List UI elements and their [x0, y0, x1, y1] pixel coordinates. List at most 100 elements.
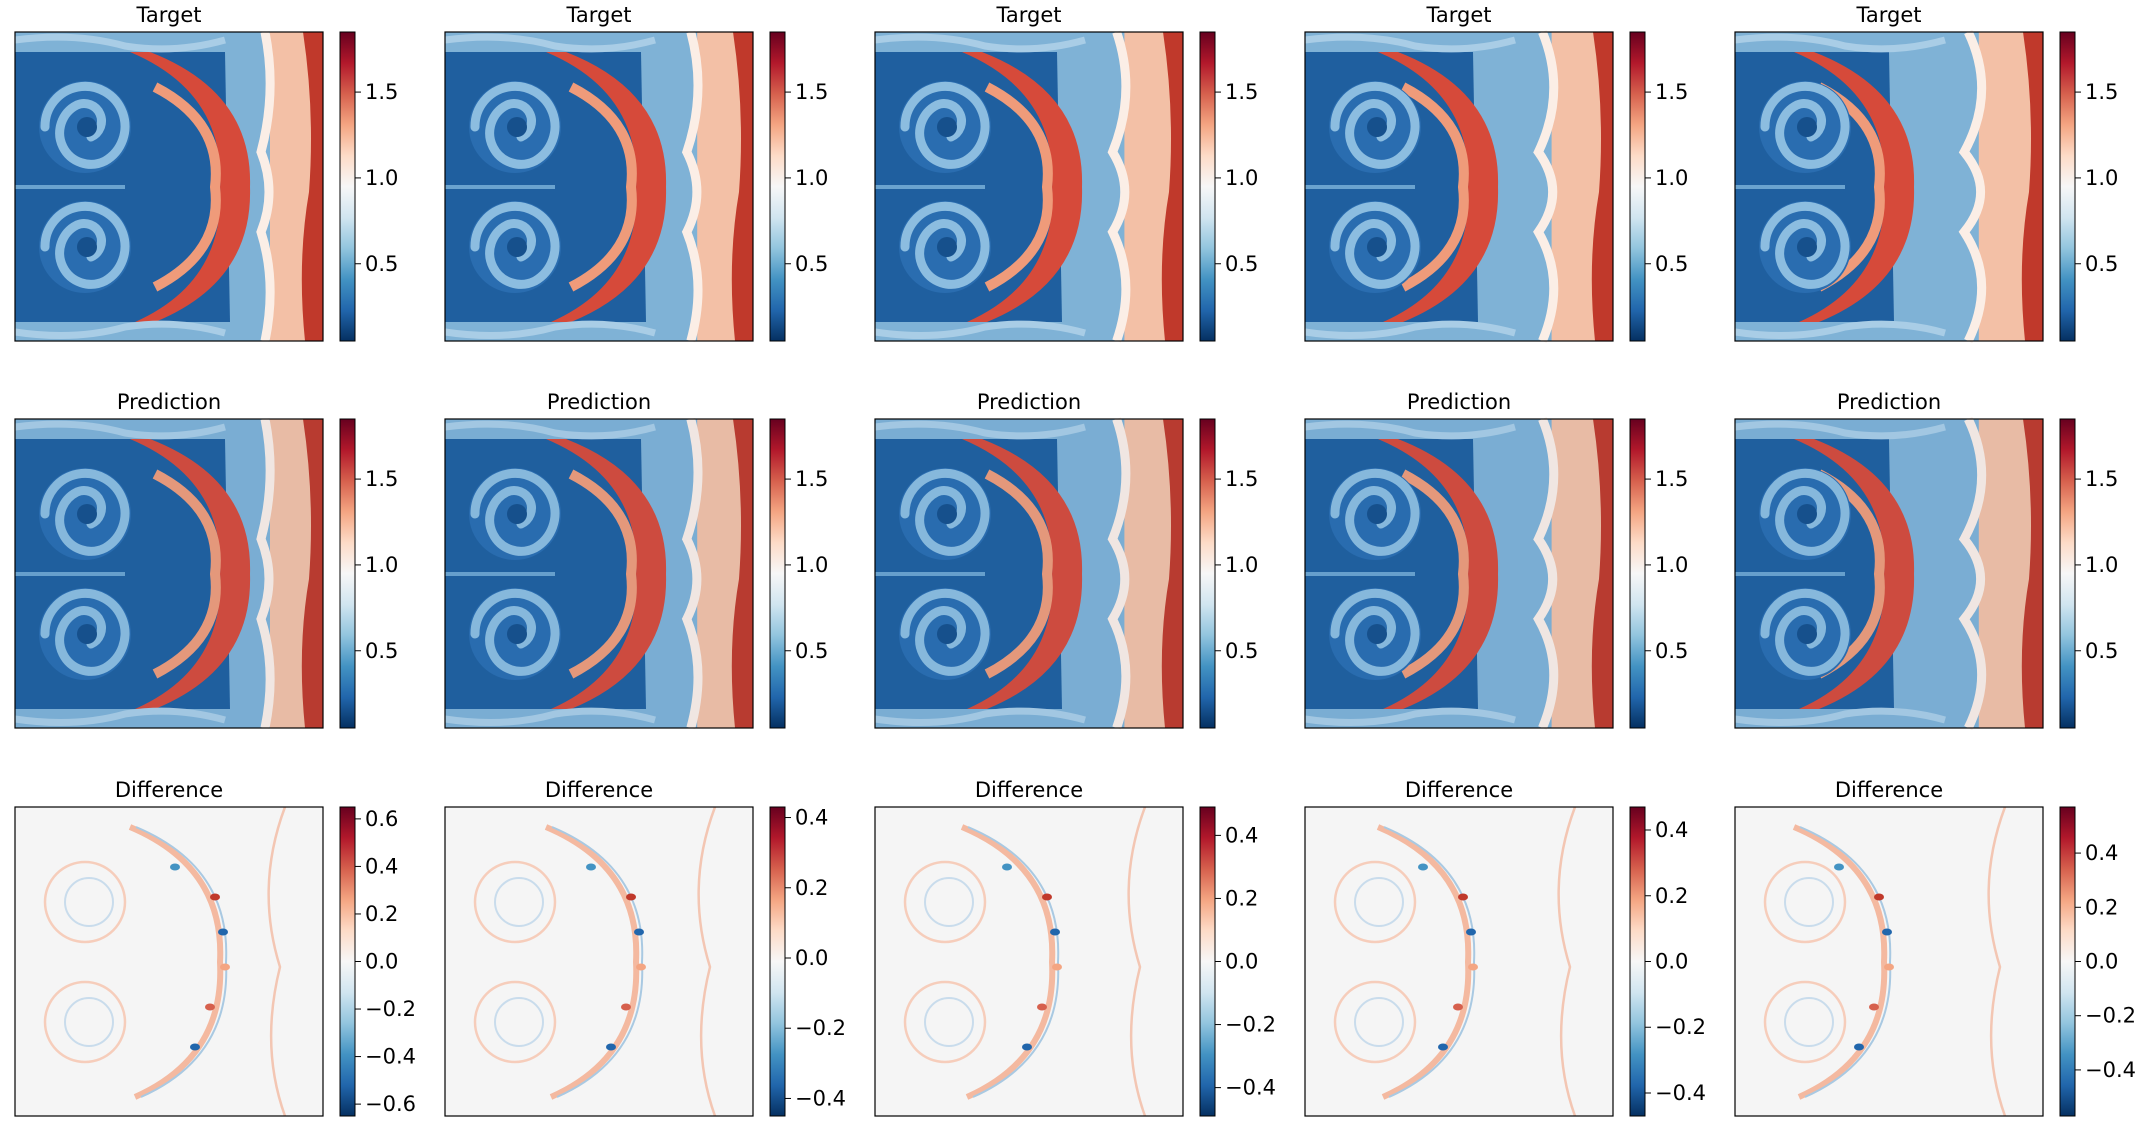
panel-r1-c4: Prediction 0.5 1.0 1.5 — [1734, 390, 2118, 730]
panel-r1-c3: Prediction 0.5 1.0 1.5 — [1304, 390, 1688, 730]
heatmap-image — [1304, 30, 1613, 343]
colorbar — [339, 806, 356, 1117]
panel-title: Target — [136, 3, 202, 27]
panel-r1-c0: Prediction 0.5 1.0 1.5 — [14, 390, 398, 729]
colorbar-tick-label: 0.0 — [1225, 950, 1258, 974]
colorbar — [769, 418, 786, 729]
heatmap-image — [15, 806, 323, 1117]
colorbar — [1199, 806, 1216, 1117]
colorbar-tick-label: −0.2 — [2085, 1004, 2136, 1028]
colorbar-tick-label: 0.5 — [365, 639, 398, 663]
colorbar-tick-label: 1.5 — [2085, 80, 2118, 104]
colorbar-tick-label: 1.0 — [2085, 166, 2118, 190]
heatmap-image — [875, 806, 1183, 1117]
colorbar-tick-label: 0.2 — [1225, 886, 1258, 910]
colorbar-tick-label: 0.2 — [1655, 884, 1688, 908]
panel-r1-c2: Prediction 0.5 1.0 1.5 — [874, 390, 1258, 730]
colorbar-tick-label: 0.6 — [365, 807, 398, 831]
heatmap-image — [444, 417, 753, 730]
panel-r2-c1: Difference −0.4 −0.2 0.0 0.2 0.4 — [444, 778, 846, 1117]
panel-title: Prediction — [977, 390, 1081, 414]
colorbar-tick-label: 0.5 — [1225, 252, 1258, 276]
colorbar-tick-label: 1.0 — [1655, 166, 1688, 190]
colorbar-tick-label: 0.5 — [795, 639, 828, 663]
colorbar — [769, 806, 786, 1117]
heatmap-image — [874, 30, 1183, 343]
colorbar-tick-label: 0.5 — [2085, 639, 2118, 663]
colorbar-tick-label: −0.2 — [795, 1016, 846, 1040]
colorbar — [1629, 806, 1646, 1117]
heatmap-image — [874, 417, 1183, 730]
colorbar-tick-label: 1.0 — [1655, 553, 1688, 577]
heatmap-image — [1735, 806, 2043, 1117]
colorbar — [2059, 31, 2076, 342]
colorbar-tick-label: 1.5 — [365, 80, 398, 104]
colorbar-tick-label: 0.4 — [795, 806, 828, 830]
colorbar-tick-label: 0.2 — [795, 876, 828, 900]
axes-frame — [14, 31, 324, 342]
colorbar — [2059, 418, 2076, 729]
panel-title: Target — [1426, 3, 1492, 27]
axes-frame — [1304, 418, 1614, 729]
colorbar-tick-label: 1.0 — [1225, 553, 1258, 577]
heatmap-image — [14, 418, 323, 729]
colorbar-tick-label: −0.4 — [365, 1045, 416, 1069]
panel-r0-c0: Target 0.5 1.0 1.5 — [14, 3, 398, 342]
colorbar — [1629, 418, 1646, 729]
colorbar-tick-label: −0.4 — [2085, 1058, 2136, 1082]
colorbar-tick-label: 1.5 — [795, 467, 828, 491]
heatmap-image — [1304, 417, 1613, 730]
heatmap-image — [444, 30, 753, 343]
panel-title: Prediction — [547, 390, 651, 414]
colorbar-tick-label: 1.5 — [1225, 467, 1258, 491]
panel-title: Difference — [545, 778, 653, 802]
axes-frame — [444, 31, 754, 342]
panel-r0-c2: Target 0.5 1.0 1.5 — [874, 3, 1258, 343]
axes-frame — [444, 418, 754, 729]
colorbar-tick-label: 0.0 — [365, 950, 398, 974]
colorbar-tick-label: −0.4 — [795, 1086, 846, 1110]
colorbar-tick-label: 0.2 — [2085, 895, 2118, 919]
colorbar-tick-label: 0.0 — [2085, 950, 2118, 974]
colorbar-tick-label: −0.2 — [1225, 1013, 1276, 1037]
colorbar — [1199, 31, 1216, 342]
colorbar-tick-label: 0.5 — [365, 252, 398, 276]
colorbar-tick-label: 0.0 — [1655, 950, 1688, 974]
colorbar — [2059, 806, 2076, 1117]
panel-r2-c0: Difference −0.6 −0.4 −0.2 0.0 0.2 0.4 0.6 — [14, 778, 416, 1117]
colorbar-tick-label: 0.5 — [1655, 252, 1688, 276]
axes-frame — [874, 806, 1184, 1117]
colorbar-tick-label: 1.0 — [365, 166, 398, 190]
heatmap-image — [1305, 806, 1613, 1117]
colorbar-tick-label: 0.5 — [2085, 252, 2118, 276]
panel-title: Target — [996, 3, 1062, 27]
colorbar-tick-label: 0.0 — [795, 946, 828, 970]
heatmap-image — [1734, 417, 2043, 730]
panel-r2-c4: Difference −0.4 −0.2 0.0 0.2 0.4 — [1734, 778, 2136, 1117]
axes-frame — [1734, 806, 2044, 1117]
colorbar-tick-label: 1.0 — [795, 166, 828, 190]
colorbar-tick-label: −0.6 — [365, 1092, 416, 1116]
heatmap-image — [445, 806, 753, 1117]
colorbar-tick-label: 0.4 — [1655, 818, 1688, 842]
panel-r2-c3: Difference −0.4 −0.2 0.0 0.2 0.4 — [1304, 778, 1706, 1117]
panel-r0-c1: Target 0.5 1.0 1.5 — [444, 3, 828, 343]
panel-title: Target — [566, 3, 632, 27]
colorbar-tick-label: 1.0 — [795, 553, 828, 577]
colorbar-tick-label: −0.4 — [1655, 1081, 1706, 1105]
panel-title: Prediction — [1407, 390, 1511, 414]
colorbar-tick-label: 0.4 — [365, 854, 398, 878]
panel-title: Prediction — [117, 390, 221, 414]
axes-frame — [1734, 418, 2044, 729]
axes-frame — [14, 418, 324, 729]
axes-frame — [1734, 31, 2044, 342]
heatmap-image — [14, 31, 323, 342]
colorbar-tick-label: 0.5 — [1225, 639, 1258, 663]
axes-frame — [1304, 31, 1614, 342]
colorbar-tick-label: 1.0 — [2085, 553, 2118, 577]
colorbar — [1629, 31, 1646, 342]
colorbar-tick-label: 1.5 — [1655, 467, 1688, 491]
colorbar-tick-label: 1.5 — [365, 467, 398, 491]
colorbar-tick-label: 0.5 — [795, 252, 828, 276]
